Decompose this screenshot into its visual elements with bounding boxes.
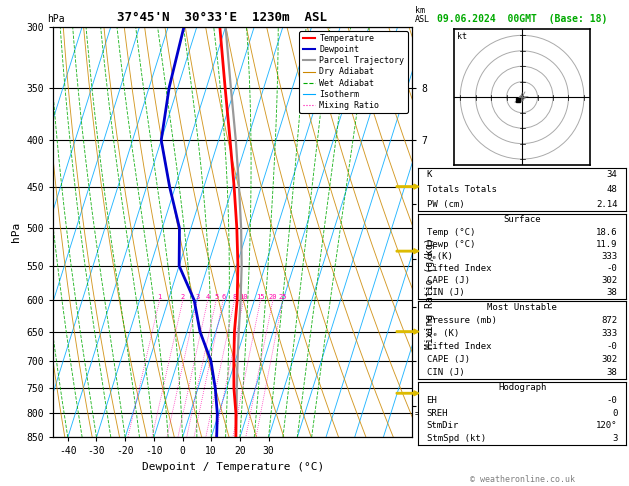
Text: 5: 5 <box>214 294 218 300</box>
Text: K: K <box>426 171 432 179</box>
Text: CIN (J): CIN (J) <box>426 288 464 297</box>
Text: 302: 302 <box>601 355 618 364</box>
X-axis label: Dewpoint / Temperature (°C): Dewpoint / Temperature (°C) <box>142 462 324 472</box>
Text: θₑ (K): θₑ (K) <box>426 329 459 338</box>
Text: PW (cm): PW (cm) <box>426 200 464 208</box>
Text: 38: 38 <box>607 288 618 297</box>
Text: SREH: SREH <box>426 409 448 417</box>
Text: Lifted Index: Lifted Index <box>426 342 491 351</box>
Text: © weatheronline.co.uk: © weatheronline.co.uk <box>470 474 574 484</box>
Text: 4: 4 <box>206 294 210 300</box>
Text: 1: 1 <box>157 294 162 300</box>
Text: 15: 15 <box>256 294 265 300</box>
Text: 34: 34 <box>607 171 618 179</box>
Text: Surface: Surface <box>503 215 541 225</box>
Text: 25: 25 <box>279 294 287 300</box>
Text: 18.6: 18.6 <box>596 227 618 237</box>
Text: 11.9: 11.9 <box>596 240 618 249</box>
Text: 2.14: 2.14 <box>596 200 618 208</box>
Text: -0: -0 <box>607 264 618 273</box>
Text: 37°45'N  30°33'E  1230m  ASL: 37°45'N 30°33'E 1230m ASL <box>117 11 327 24</box>
Text: Dewp (°C): Dewp (°C) <box>426 240 475 249</box>
Text: 872: 872 <box>601 316 618 325</box>
Text: Mixing Ratio (g/kg): Mixing Ratio (g/kg) <box>425 238 435 349</box>
Text: Most Unstable: Most Unstable <box>487 303 557 312</box>
Text: 6: 6 <box>221 294 225 300</box>
Text: km
ASL: km ASL <box>415 6 430 24</box>
Text: -0: -0 <box>607 342 618 351</box>
Text: Totals Totals: Totals Totals <box>426 185 496 194</box>
Text: 0: 0 <box>612 409 618 417</box>
Text: 3: 3 <box>195 294 199 300</box>
Text: Temp (°C): Temp (°C) <box>426 227 475 237</box>
Text: StmDir: StmDir <box>426 421 459 430</box>
Text: CAPE (J): CAPE (J) <box>426 355 470 364</box>
Text: 120°: 120° <box>596 421 618 430</box>
Text: Pressure (mb): Pressure (mb) <box>426 316 496 325</box>
Text: =LCL: =LCL <box>415 409 435 418</box>
Y-axis label: km
ASL: km ASL <box>430 223 451 241</box>
Y-axis label: hPa: hPa <box>11 222 21 242</box>
Text: hPa: hPa <box>47 14 65 24</box>
Text: 333: 333 <box>601 252 618 261</box>
Legend: Temperature, Dewpoint, Parcel Trajectory, Dry Adiabat, Wet Adiabat, Isotherm, Mi: Temperature, Dewpoint, Parcel Trajectory… <box>299 31 408 113</box>
Text: CIN (J): CIN (J) <box>426 368 464 377</box>
Text: 48: 48 <box>607 185 618 194</box>
Text: θₑ(K): θₑ(K) <box>426 252 454 261</box>
Text: 333: 333 <box>601 329 618 338</box>
Text: 2: 2 <box>181 294 185 300</box>
Text: Hodograph: Hodograph <box>498 383 546 392</box>
Text: 8: 8 <box>232 294 237 300</box>
Text: kt: kt <box>457 32 467 41</box>
Text: 09.06.2024  00GMT  (Base: 18): 09.06.2024 00GMT (Base: 18) <box>437 14 607 24</box>
Text: CAPE (J): CAPE (J) <box>426 276 470 285</box>
Text: 20: 20 <box>269 294 277 300</box>
Text: 3: 3 <box>612 434 618 443</box>
Text: 38: 38 <box>607 368 618 377</box>
Text: EH: EH <box>426 396 437 405</box>
Text: 10: 10 <box>239 294 248 300</box>
Text: Lifted Index: Lifted Index <box>426 264 491 273</box>
Text: -0: -0 <box>607 396 618 405</box>
Text: 302: 302 <box>601 276 618 285</box>
Text: StmSpd (kt): StmSpd (kt) <box>426 434 486 443</box>
